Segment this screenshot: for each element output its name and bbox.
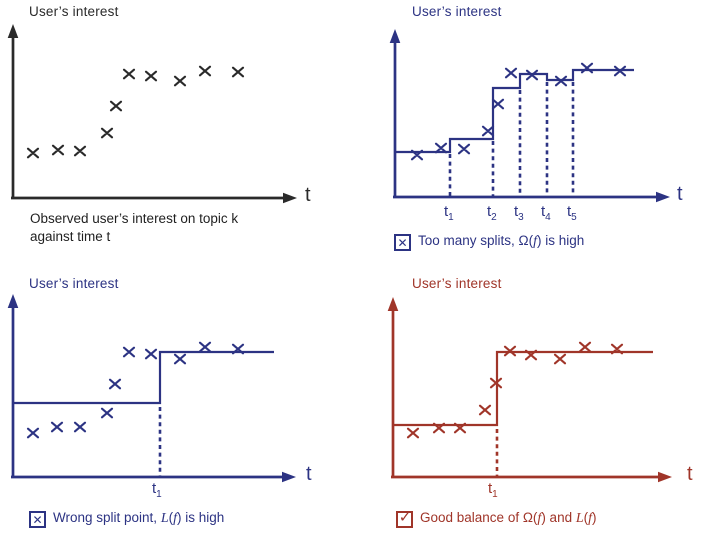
caption-wrong-split-text: Wrong split point, L(f) is high	[53, 510, 225, 526]
caption-too-many-splits-text: Too many splits, Ω(f) is high	[418, 233, 585, 249]
data-point-x-marks	[26, 341, 245, 439]
panel-too-many-splits	[389, 29, 670, 203]
box-x-icon: ✕	[29, 511, 46, 528]
x-axis-label-good-balance: t	[687, 463, 693, 485]
caption-wrong-split: ✕ Wrong split point, L(f) is high	[29, 510, 224, 528]
y-axis-arrow-icon	[389, 29, 401, 43]
split-label-t4: t4	[541, 203, 551, 223]
box-x-icon: ✕	[394, 234, 411, 251]
x-axis-arrow-icon	[658, 471, 672, 483]
panel-observed-scatter	[7, 24, 297, 204]
split-label-t1: t1	[488, 480, 498, 500]
y-axis-arrow-icon	[7, 294, 19, 308]
x-axis-label-wrong-split: t	[306, 463, 312, 485]
data-point-x-marks	[26, 65, 245, 159]
y-axis-arrow-icon	[387, 297, 399, 311]
caption-observed-line2: against time t	[30, 229, 111, 244]
split-label-t2: t2	[487, 203, 497, 223]
x-axis-arrow-icon	[656, 191, 670, 203]
y-axis-arrow-icon	[7, 24, 19, 38]
panel-wrong-split-point	[7, 294, 296, 483]
x-axis-arrow-icon	[282, 471, 296, 483]
panel-title-wrong-split: User’s interest	[29, 276, 119, 291]
caption-observed-line1: Observed user’s interest on topic k	[30, 211, 239, 226]
panel-title-too-many-splits: User’s interest	[412, 4, 502, 19]
caption-too-many-splits: ✕ Too many splits, Ω(f) is high	[394, 233, 584, 251]
x-axis-arrow-icon	[283, 192, 297, 204]
step-function-line	[13, 350, 274, 405]
step-function-line	[393, 350, 653, 427]
x-axis-label-too-many-splits: t	[677, 183, 683, 205]
data-point-x-marks	[406, 341, 624, 439]
split-label-t1: t1	[444, 203, 454, 223]
caption-good-balance-text: Good balance of Ω(f) and L(f)	[420, 510, 597, 526]
panel-title-good-balance: User’s interest	[412, 276, 502, 291]
split-label-t3: t3	[514, 203, 524, 223]
data-point-x-marks	[410, 62, 627, 161]
step-function-line	[395, 68, 634, 154]
split-label-t5: t5	[567, 203, 577, 223]
panel-title-observed: User’s interest	[29, 4, 119, 19]
box-check-icon: ✓	[396, 509, 413, 528]
caption-observed: Observed user’s interest on topic k agai…	[30, 210, 238, 246]
x-axis-label-observed: t	[305, 184, 311, 206]
panel-good-balance	[387, 297, 672, 483]
caption-good-balance: ✓ Good balance of Ω(f) and L(f)	[396, 509, 597, 528]
split-label-t1: t1	[152, 480, 162, 500]
